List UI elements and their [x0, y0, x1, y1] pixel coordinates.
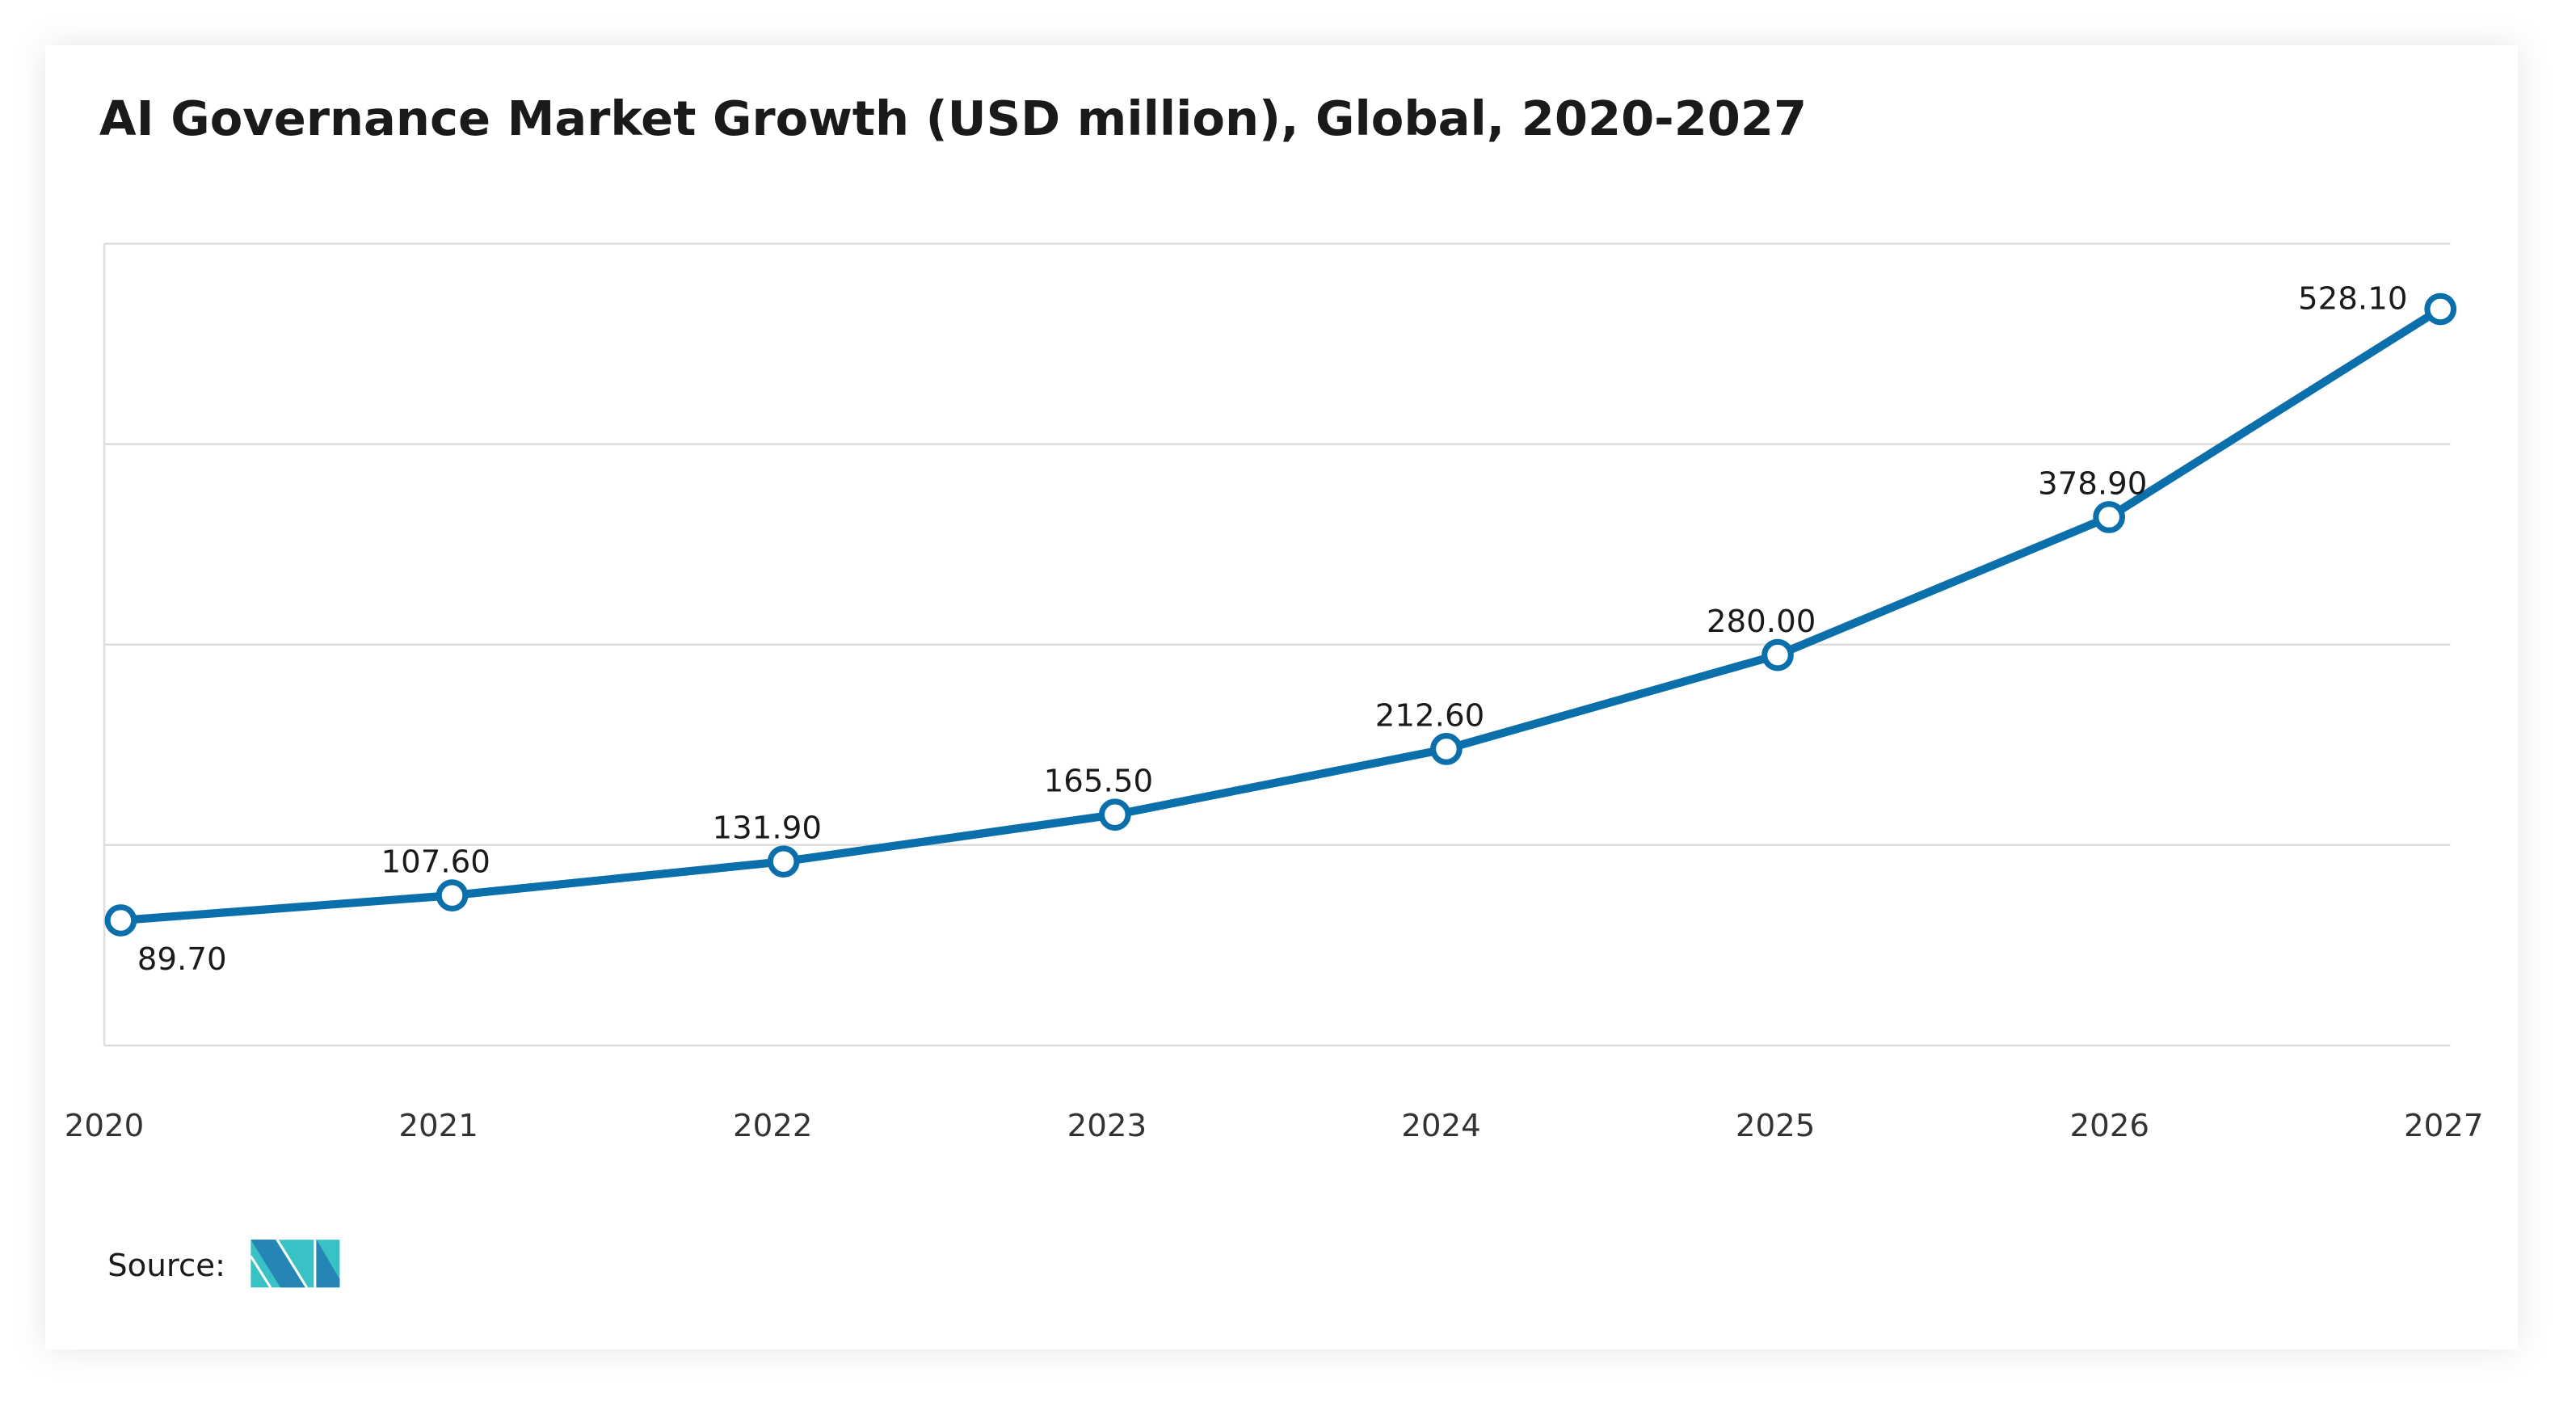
data-point[interactable] [104, 904, 137, 937]
data-label: 131.90 [713, 810, 822, 847]
logo-shape-3 [314, 1240, 340, 1288]
data-label: 212.60 [1375, 697, 1484, 734]
x-tick-label: 2020 [65, 1108, 144, 1144]
data-point[interactable] [1430, 733, 1463, 765]
data-point[interactable] [767, 845, 800, 878]
x-tick-label: 2027 [2404, 1108, 2484, 1144]
chart-card [45, 45, 2518, 1349]
x-tick-label: 2024 [1401, 1108, 1481, 1144]
x-tick-label: 2025 [1736, 1108, 1816, 1144]
logo-shape-2 [252, 1240, 305, 1288]
data-point[interactable] [1762, 638, 1794, 671]
gridlines [103, 242, 2451, 1047]
source-label: Source: [107, 1248, 225, 1284]
data-labels: 89.70 107.60 131.90 165.50 212.60 280.00 378.9… [137, 280, 2408, 978]
x-tick-label: 2021 [398, 1108, 478, 1144]
data-point[interactable] [2093, 501, 2125, 533]
data-point[interactable] [2424, 293, 2457, 326]
source-logo [250, 1239, 340, 1289]
series-path [120, 305, 2443, 925]
x-tick-label: 2023 [1067, 1108, 1147, 1144]
data-label: 89.70 [137, 941, 227, 978]
data-label: 107.60 [381, 844, 490, 881]
data-label: 528.10 [2298, 280, 2407, 317]
data-label: 378.90 [2038, 465, 2147, 502]
x-tick-label: 2022 [733, 1108, 813, 1144]
data-point[interactable] [1098, 798, 1131, 831]
chart-title: AI Governance Market Growth (USD million… [99, 91, 1807, 146]
data-label: 280.00 [1707, 604, 1816, 640]
x-tick-label: 2026 [2069, 1108, 2149, 1144]
series-line [104, 293, 2457, 937]
x-axis-ticks: 2020 2021 2022 2023 2024 2025 2026 2027 [65, 1108, 2484, 1144]
data-point[interactable] [436, 879, 469, 911]
data-label: 165.50 [1044, 764, 1153, 800]
